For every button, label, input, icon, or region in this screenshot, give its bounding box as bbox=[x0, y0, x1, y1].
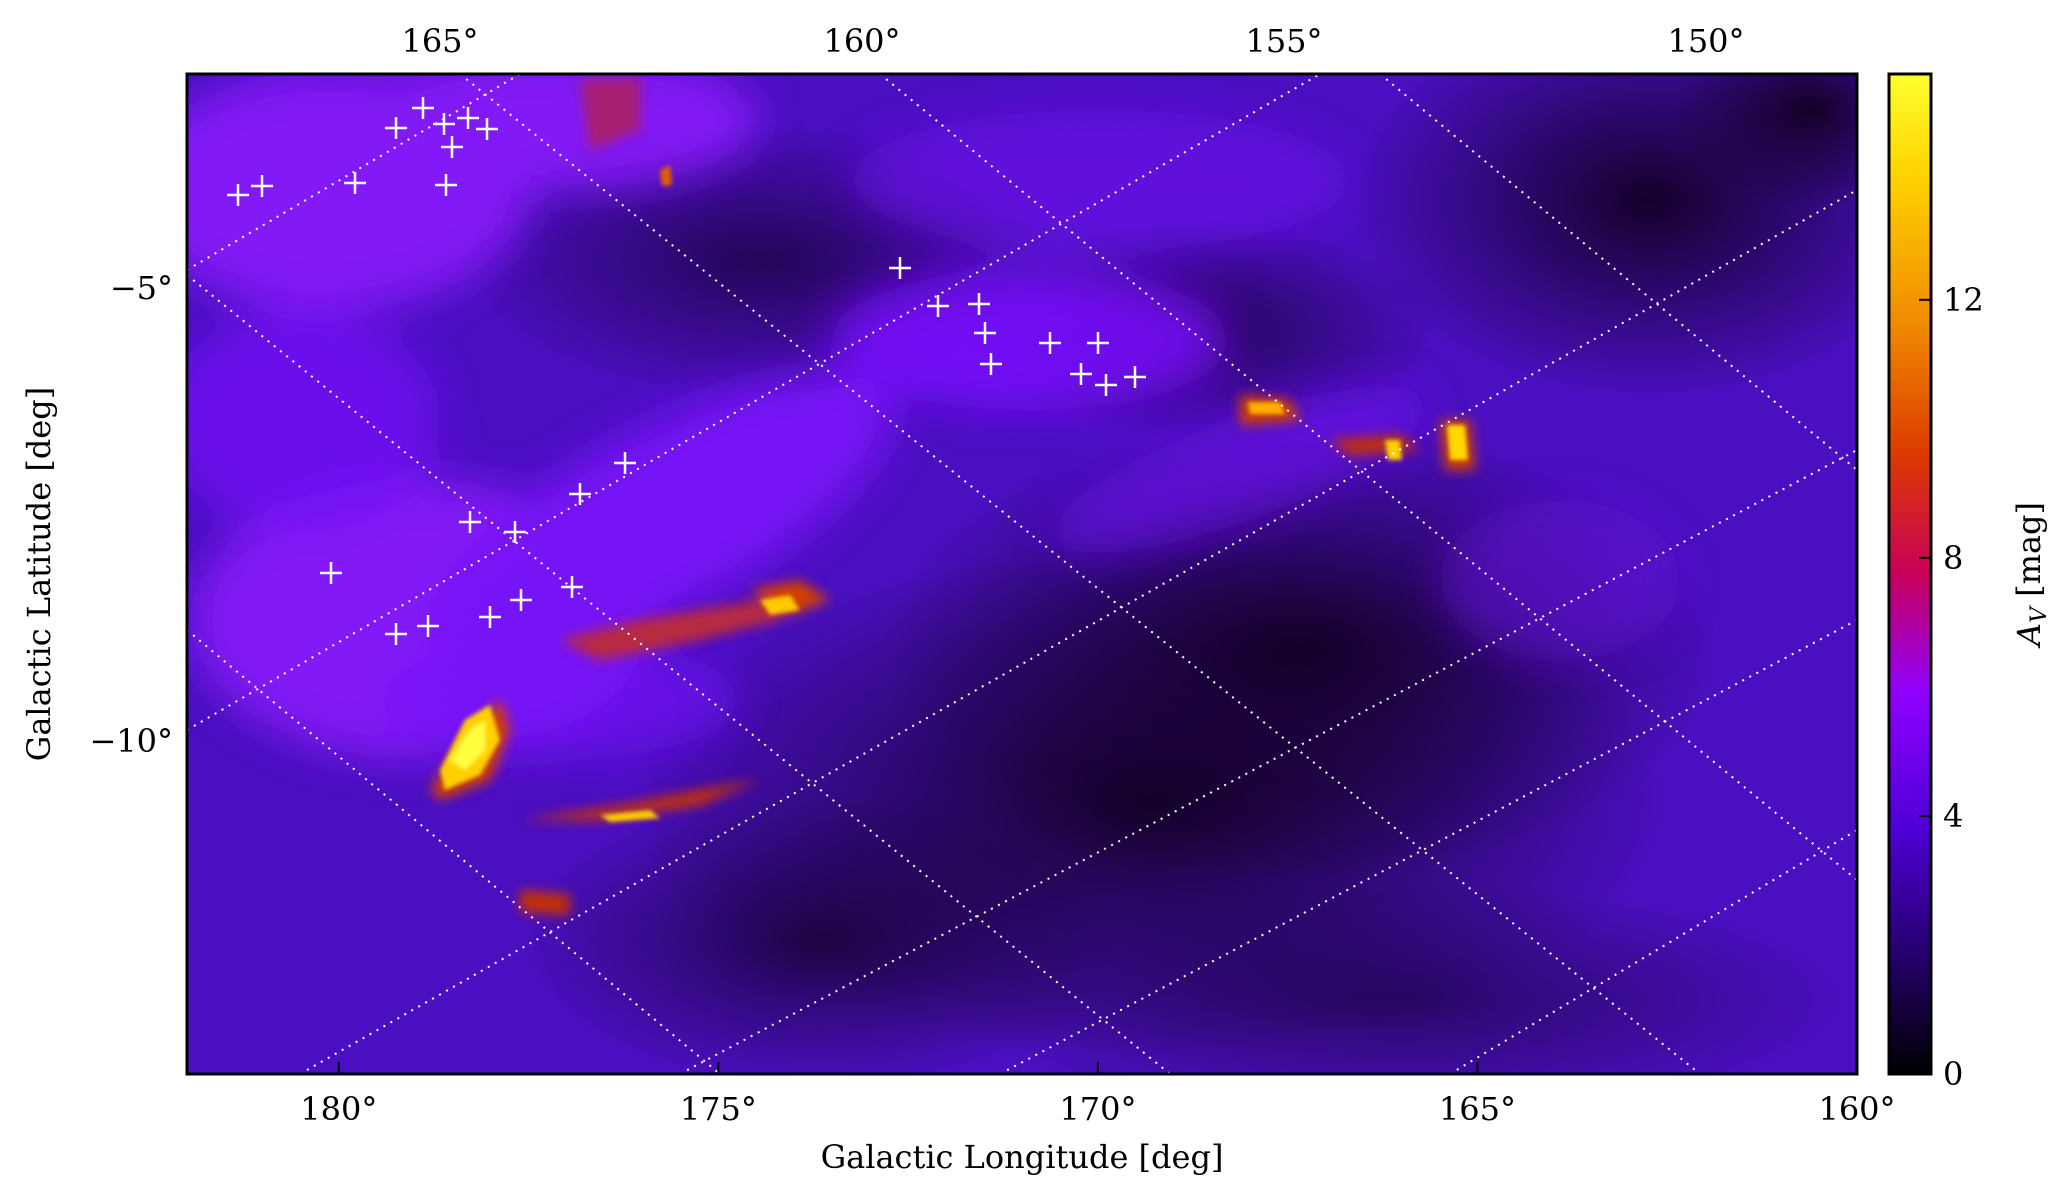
top-axis: 165° 160° 155° 150° bbox=[401, 22, 1744, 60]
bottom-tick-label: 170° bbox=[1059, 1090, 1136, 1128]
colorbar-tick-label: 4 bbox=[1943, 797, 1963, 835]
colorbar-tick-label: 12 bbox=[1943, 281, 1984, 319]
bottom-tick-label: 165° bbox=[1439, 1090, 1516, 1128]
source-marker bbox=[457, 107, 479, 129]
left-axis: −5° −10° bbox=[89, 269, 173, 760]
y-axis-label: Galactic Latitude [deg] bbox=[20, 387, 58, 761]
extinction-map-image bbox=[187, 74, 1857, 1074]
bottom-tick-label: 180° bbox=[300, 1090, 377, 1128]
top-tick-label: 155° bbox=[1245, 22, 1322, 60]
source-marker bbox=[504, 521, 526, 543]
bottom-tick-label: 160° bbox=[1818, 1090, 1895, 1128]
colorbar-tick-label: 0 bbox=[1943, 1055, 1963, 1093]
source-marker bbox=[385, 623, 407, 645]
source-marker bbox=[433, 113, 455, 135]
source-marker bbox=[889, 257, 911, 279]
colorbar-axis: 0 4 8 12 bbox=[1919, 281, 1984, 1093]
colorbar bbox=[1887, 72, 1933, 1076]
x-axis-label: Galactic Longitude [deg] bbox=[821, 1138, 1224, 1176]
source-marker bbox=[569, 483, 591, 505]
source-markers bbox=[227, 97, 1146, 645]
plot-frame bbox=[185, 72, 1859, 1076]
source-marker bbox=[1124, 366, 1146, 388]
top-tick-label: 165° bbox=[401, 22, 478, 60]
source-marker bbox=[320, 562, 342, 584]
source-marker bbox=[927, 295, 949, 317]
bottom-axis: 180° 175° 170° 165° 160° bbox=[300, 1062, 1896, 1128]
source-marker bbox=[251, 175, 273, 197]
source-marker bbox=[1095, 374, 1117, 396]
source-marker bbox=[441, 136, 463, 158]
source-marker bbox=[1039, 332, 1061, 354]
source-marker bbox=[227, 184, 249, 206]
left-tick-label: −10° bbox=[89, 722, 173, 760]
source-marker bbox=[385, 117, 407, 139]
coordinate-grid-overlay bbox=[187, 74, 1857, 1074]
source-marker bbox=[344, 172, 366, 194]
source-marker bbox=[974, 322, 996, 344]
source-marker bbox=[417, 615, 439, 637]
source-marker bbox=[1087, 332, 1109, 354]
source-marker bbox=[479, 606, 501, 628]
bottom-tick-label: 175° bbox=[680, 1090, 757, 1128]
source-marker bbox=[476, 118, 498, 140]
source-marker bbox=[412, 97, 434, 119]
source-marker bbox=[980, 353, 1002, 375]
source-marker bbox=[614, 452, 636, 474]
source-marker bbox=[561, 576, 583, 598]
left-tick-label: −5° bbox=[110, 269, 173, 307]
top-tick-label: 160° bbox=[823, 22, 900, 60]
colorbar-tick-label: 8 bbox=[1943, 539, 1963, 577]
source-marker bbox=[510, 589, 532, 611]
source-marker bbox=[459, 511, 481, 533]
colorbar-label: AV [mag] bbox=[2010, 502, 2052, 649]
source-marker bbox=[1070, 363, 1092, 385]
source-marker bbox=[968, 293, 990, 315]
source-marker bbox=[435, 174, 457, 196]
top-tick-label: 150° bbox=[1667, 22, 1744, 60]
